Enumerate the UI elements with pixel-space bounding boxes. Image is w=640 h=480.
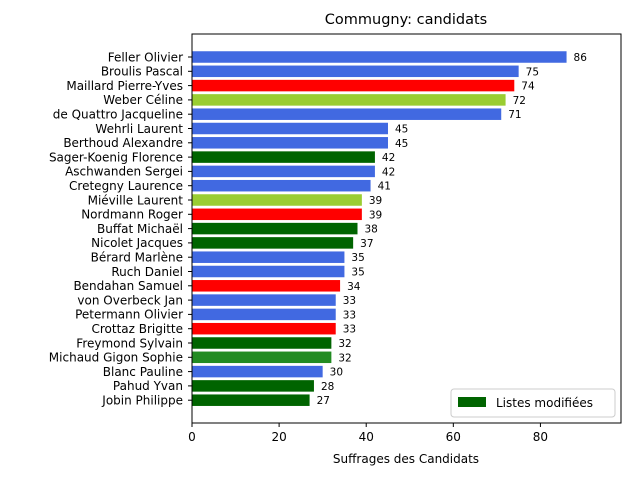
category-label: Jobin Philippe: [101, 394, 183, 408]
bar: [192, 222, 358, 235]
category-label: Nicolet Jacques: [91, 236, 183, 250]
value-label: 45: [395, 138, 408, 150]
value-label: 35: [351, 252, 364, 264]
bar: [192, 251, 345, 263]
bar: [192, 322, 336, 335]
category-label: Pahud Yvan: [113, 379, 183, 393]
bar: [192, 165, 375, 178]
x-tick-label: 40: [359, 430, 374, 444]
value-label: 32: [338, 338, 351, 350]
bar: [192, 51, 567, 63]
legend-label: Listes modifiées: [496, 396, 593, 410]
chart-title: Commugny: candidats: [325, 12, 487, 28]
category-label: Cretegny Laurence: [69, 179, 183, 193]
category-label: Buffat Michaël: [97, 222, 183, 236]
x-axis-label: Suffrages des Candidats: [333, 452, 479, 466]
category-label: Broulis Pascal: [101, 65, 183, 79]
value-label: 30: [330, 367, 343, 379]
value-label: 33: [343, 324, 356, 336]
bar: [192, 108, 502, 120]
x-tick-label: 20: [271, 430, 286, 444]
bar: [192, 65, 519, 78]
value-label: 39: [369, 195, 382, 207]
bar: [192, 380, 314, 392]
bar: [192, 179, 371, 192]
category-label: von Overbeck Jan: [77, 293, 183, 307]
category-label: Nordmann Roger: [81, 208, 183, 222]
category-label: Crottaz Brigitte: [91, 322, 183, 336]
value-labels-group: 8675747271454542424139393837353534333333…: [317, 52, 588, 407]
category-label: Maillard Pierre-Yves: [66, 79, 183, 93]
bar: [192, 351, 332, 364]
category-label: Sager-Koenig Florence: [49, 150, 183, 164]
x-tick-label: 80: [533, 430, 548, 444]
bar: [192, 308, 336, 321]
legend-box: [450, 388, 616, 418]
bar: [192, 94, 506, 106]
value-label: 33: [343, 295, 356, 307]
value-label: 32: [338, 352, 351, 364]
value-label: 42: [382, 166, 395, 178]
value-label: 38: [365, 224, 378, 236]
x-tick-label: 60: [446, 430, 461, 444]
category-label: Aschwanden Sergei: [65, 165, 183, 179]
category-label: Weber Céline: [103, 93, 183, 107]
bars-group: [192, 51, 567, 406]
plot-frame: [191, 33, 622, 424]
value-label: 28: [321, 381, 334, 393]
category-label: Berthoud Alexandre: [63, 136, 183, 150]
bar: [192, 151, 375, 163]
legend-swatch: [458, 397, 486, 407]
value-label: 35: [351, 267, 364, 279]
category-label: de Quattro Jacqueline: [53, 108, 183, 122]
category-label: Blanc Pauline: [103, 365, 183, 379]
value-label: 74: [521, 81, 535, 93]
axes-group: [191, 33, 622, 424]
bar: [192, 237, 354, 249]
category-label: Ruch Daniel: [111, 265, 183, 279]
category-label: Bérard Marlène: [91, 251, 183, 265]
value-label: 72: [513, 95, 526, 107]
x-tick-label: 0: [188, 430, 196, 444]
value-label: 42: [382, 152, 395, 164]
category-label: Bendahan Samuel: [73, 279, 183, 293]
value-label: 27: [317, 395, 330, 407]
bar: [192, 208, 362, 221]
value-label: 34: [347, 281, 361, 293]
value-label: 86: [574, 52, 588, 64]
bar: [192, 394, 310, 406]
x-ticks-group: 0 20 40 60 80: [188, 423, 548, 444]
value-label: 33: [343, 309, 356, 321]
category-label: Petermann Olivier: [75, 308, 183, 322]
bar: [192, 194, 362, 206]
value-label: 41: [378, 181, 391, 193]
bar: [192, 365, 323, 378]
category-label: Freymond Sylvain: [76, 336, 183, 350]
legend: Listes modifiées: [450, 388, 616, 418]
bar: [192, 122, 388, 135]
value-label: 75: [526, 66, 539, 78]
bar: [192, 337, 332, 349]
value-label: 45: [395, 124, 408, 136]
category-label: Wehrli Laurent: [95, 122, 183, 136]
value-label: 37: [360, 238, 373, 250]
value-label: 39: [369, 209, 382, 221]
bar: [192, 265, 345, 278]
category-label: Michaud Gigon Sophie: [49, 351, 183, 365]
bar: [192, 280, 341, 292]
bar: [192, 294, 336, 306]
value-label: 71: [508, 109, 521, 121]
bar: [192, 79, 515, 92]
category-label: Feller Olivier: [108, 50, 183, 64]
bar: [192, 137, 388, 149]
category-label: Miéville Laurent: [88, 193, 184, 207]
